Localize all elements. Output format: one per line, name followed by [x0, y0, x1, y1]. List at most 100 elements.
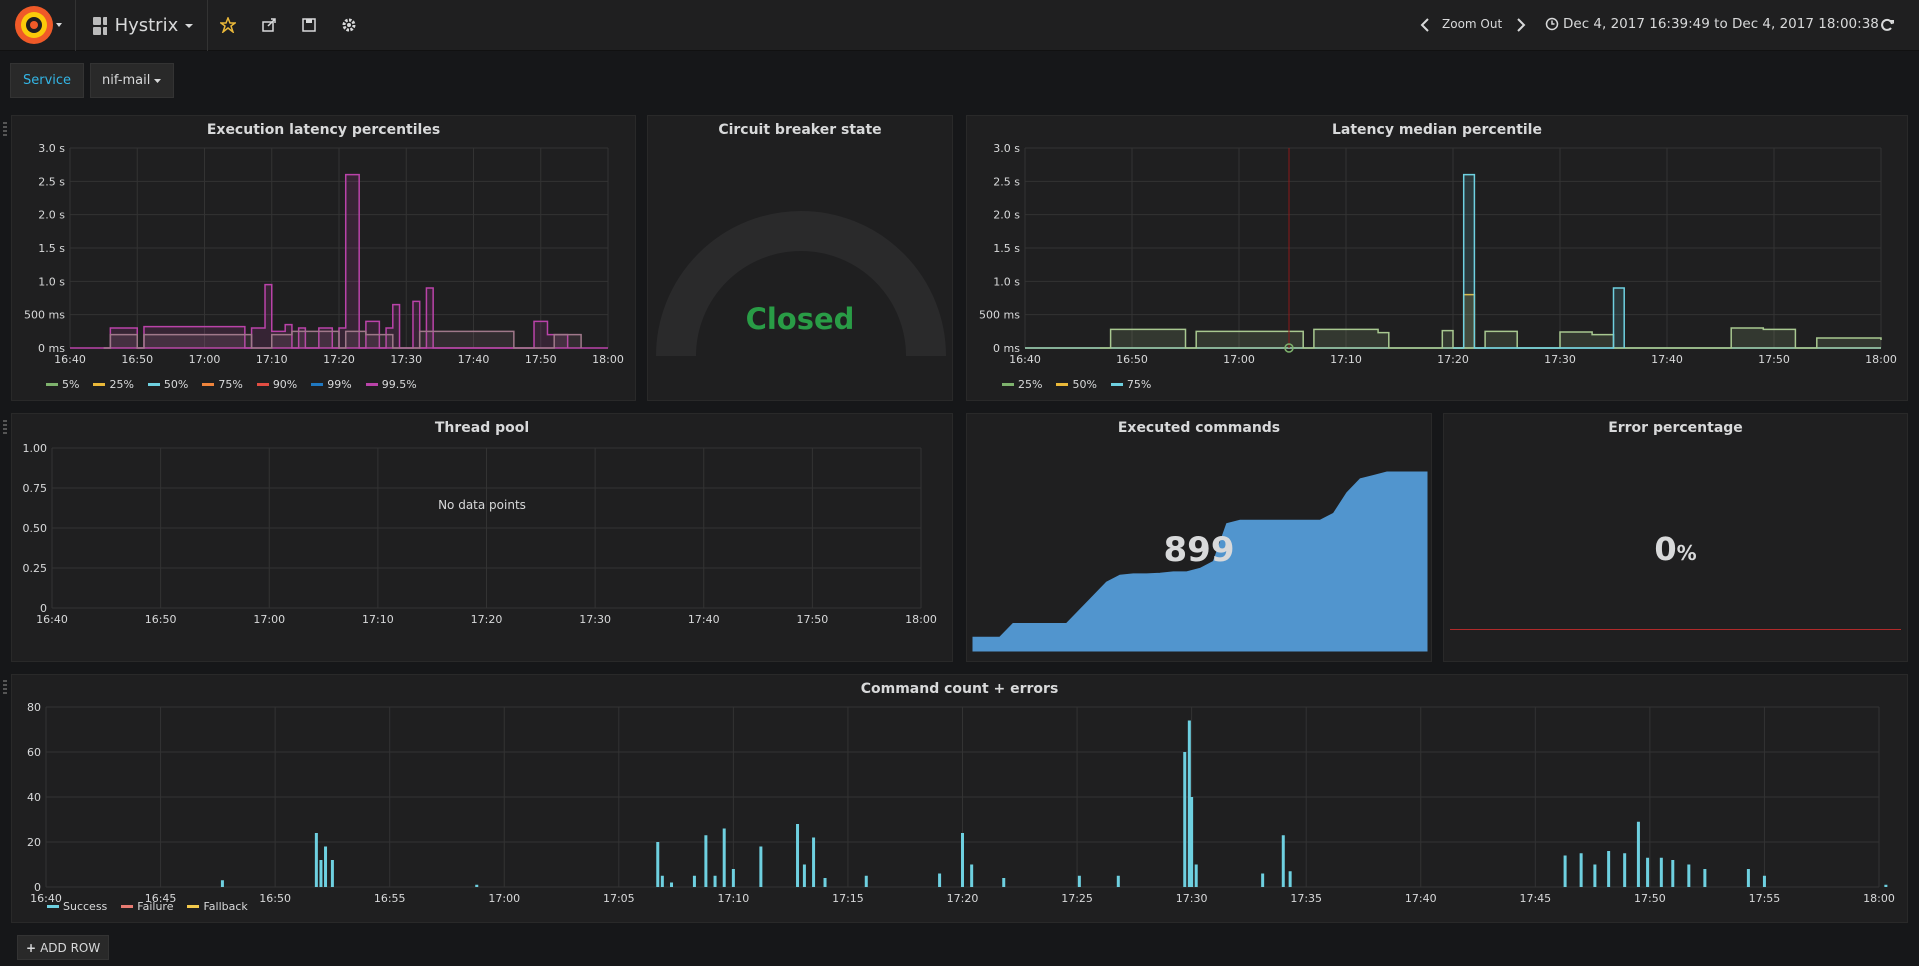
bar-success: [1623, 853, 1627, 887]
x-tick-label: 16:50: [1116, 353, 1148, 366]
refresh-icon[interactable]: [1876, 14, 1898, 36]
x-tick-label: 17:00: [253, 613, 285, 626]
share-icon[interactable]: [258, 14, 280, 36]
no-data-message: No data points: [438, 498, 526, 512]
x-tick-label: 17:20: [323, 353, 355, 366]
legend-item-25[interactable]: 25%: [1002, 378, 1042, 391]
bar-success: [970, 864, 974, 887]
series-area: [103, 331, 582, 348]
x-tick-label: 17:40: [458, 353, 490, 366]
dashboard-picker[interactable]: Hystrix: [78, 0, 208, 51]
service-variable-dropdown[interactable]: nif-mail: [90, 63, 175, 98]
bar-success: [1746, 869, 1750, 887]
x-tick-label: 18:00: [905, 613, 937, 626]
bar-success: [713, 875, 717, 887]
legend-item-90[interactable]: 90%: [256, 378, 297, 391]
grafana-logo-menu[interactable]: [0, 0, 76, 51]
legend-item-75[interactable]: 75%: [202, 378, 243, 391]
chevron-right-icon[interactable]: [1510, 14, 1532, 36]
series-line: [103, 173, 569, 349]
panel-circuit-breaker[interactable]: Circuit breaker state Closed: [647, 115, 953, 401]
y-tick-label: 3.0 s: [993, 142, 1020, 155]
bar-success: [704, 835, 708, 887]
legend-item-25[interactable]: 25%: [93, 378, 134, 391]
panel-executed-commands[interactable]: Executed commands 899: [966, 413, 1432, 662]
y-tick-label: 500 ms: [24, 309, 65, 322]
bar-success: [1183, 752, 1187, 887]
add-row-button[interactable]: + ADD ROW: [17, 935, 110, 960]
latency-median-chart[interactable]: 0 ms 500 ms 1.0 s 1.5 s 2.0 s 2.5 s 3.0 s 16:40…: [967, 141, 1909, 396]
bar-success: [1190, 797, 1194, 887]
panel-error-percentage[interactable]: Error percentage 0%: [1443, 413, 1908, 662]
x-tick-label: 17:15: [832, 892, 864, 905]
y-tick-label: 3.0 s: [38, 142, 65, 155]
panel-title: Error percentage: [1608, 420, 1743, 436]
bar-success: [314, 833, 318, 887]
template-variables: Service nif-mail: [10, 63, 175, 98]
circuit-state-value: Closed: [745, 302, 855, 336]
command-count-chart[interactable]: 0 20 40 60 80 16:40 16:45 16:50 16:55 17:00 17:05 1…: [12, 697, 1909, 907]
bar-success: [1636, 821, 1640, 887]
error-percentage-stat: 0%: [1444, 530, 1907, 568]
caret-down-icon: [56, 23, 62, 27]
latency-percentiles-chart[interactable]: 0 ms 500 ms 1.0 s 1.5 s 2.0 s 2.5 s 3.0 s 16:40…: [12, 141, 637, 396]
caret-down-icon: [185, 23, 193, 28]
error-percentage-sparkline: [1450, 629, 1901, 630]
row-drag-handle[interactable]: [3, 122, 7, 136]
plus-icon: +: [26, 940, 37, 955]
y-tick-label: 1.00: [23, 442, 48, 455]
x-tick-label: 17:40: [1405, 892, 1437, 905]
legend-item-99-5[interactable]: 99.5%: [365, 378, 417, 391]
bar-success: [1116, 875, 1120, 887]
annotation-point[interactable]: [1284, 343, 1294, 353]
legend-item-99[interactable]: 99%: [311, 378, 352, 391]
zoom-out-button[interactable]: Zoom Out: [1442, 17, 1503, 31]
x-tick-label: 16:40: [54, 353, 86, 366]
y-tick-label: 2.5 s: [38, 175, 65, 188]
y-tick-label: 2.0 s: [38, 209, 65, 222]
bar-success: [324, 846, 328, 887]
bar-success: [220, 880, 224, 887]
panel-title: Command count + errors: [860, 681, 1059, 697]
panel-latency-median[interactable]: Latency median percentile 0 ms 500 ms 1.0 …: [966, 115, 1908, 401]
legend-item-50[interactable]: 50%: [1056, 378, 1097, 391]
panel-title: Thread pool: [434, 420, 530, 436]
series-line: [1453, 173, 1625, 349]
time-range-picker[interactable]: Dec 4, 2017 16:39:49 to Dec 4, 2017 18:0…: [1545, 16, 1879, 32]
error-percentage-unit: %: [1676, 541, 1697, 565]
legend-item-50[interactable]: 50%: [147, 378, 188, 391]
legend-item-fallback[interactable]: Fallback: [187, 900, 248, 913]
legend-item-failure[interactable]: Failure: [121, 900, 173, 913]
y-tick-label: 40: [27, 791, 41, 804]
gauge-arc: [656, 211, 946, 357]
x-tick-label: 17:30: [579, 613, 611, 626]
x-tick-label: 18:00: [592, 353, 624, 366]
x-tick-label: 17:20: [947, 892, 979, 905]
row-drag-handle[interactable]: [3, 680, 7, 694]
legend-item-75[interactable]: 75%: [1110, 378, 1151, 391]
gear-icon[interactable]: [338, 14, 360, 36]
legend-item-success[interactable]: Success: [47, 900, 107, 913]
bar-success: [670, 882, 674, 887]
x-tick-label: 16:50: [121, 353, 153, 366]
x-tick-label: 17:20: [1437, 353, 1469, 366]
chevron-left-icon[interactable]: [1414, 14, 1436, 36]
time-range-text: Dec 4, 2017 16:39:49 to Dec 4, 2017 18:0…: [1563, 16, 1879, 32]
panel-title: Executed commands: [1117, 420, 1281, 436]
panel-thread-pool[interactable]: Thread pool 0 0.25 0.50 0.75 1.00 16:40 16:50 1…: [11, 413, 953, 662]
save-icon[interactable]: [298, 14, 320, 36]
bar-success: [1762, 875, 1766, 887]
row-drag-handle[interactable]: [3, 420, 7, 434]
x-tick-label: 17:50: [525, 353, 557, 366]
thread-pool-chart[interactable]: 0 0.25 0.50 0.75 1.00 16:40 16:50 17:00 17:10 17:…: [12, 436, 954, 661]
panel-command-count[interactable]: Command count + errors 0 20 40 60 80 16:40 16:…: [11, 674, 1908, 923]
panel-execution-latency[interactable]: Execution latency percentiles 0 ms 500 ms…: [11, 115, 636, 401]
star-icon[interactable]: [217, 14, 239, 36]
legend-item-5[interactable]: 5%: [46, 378, 79, 391]
bar-success: [1593, 864, 1597, 887]
dashboard-grid-icon: [93, 16, 107, 35]
chart-legend: Success Failure Fallback: [47, 900, 248, 913]
y-tick-label: 0: [34, 881, 41, 894]
bar-success: [823, 878, 827, 887]
bar-success: [802, 864, 806, 887]
